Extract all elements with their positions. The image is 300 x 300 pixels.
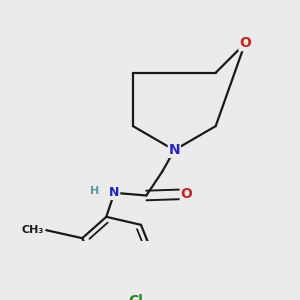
Text: N: N bbox=[169, 143, 180, 157]
Text: Cl: Cl bbox=[128, 294, 143, 300]
Text: O: O bbox=[180, 187, 192, 201]
Text: H: H bbox=[90, 187, 100, 196]
Text: N: N bbox=[109, 186, 119, 199]
Text: O: O bbox=[239, 36, 251, 50]
Text: CH₃: CH₃ bbox=[21, 225, 44, 235]
